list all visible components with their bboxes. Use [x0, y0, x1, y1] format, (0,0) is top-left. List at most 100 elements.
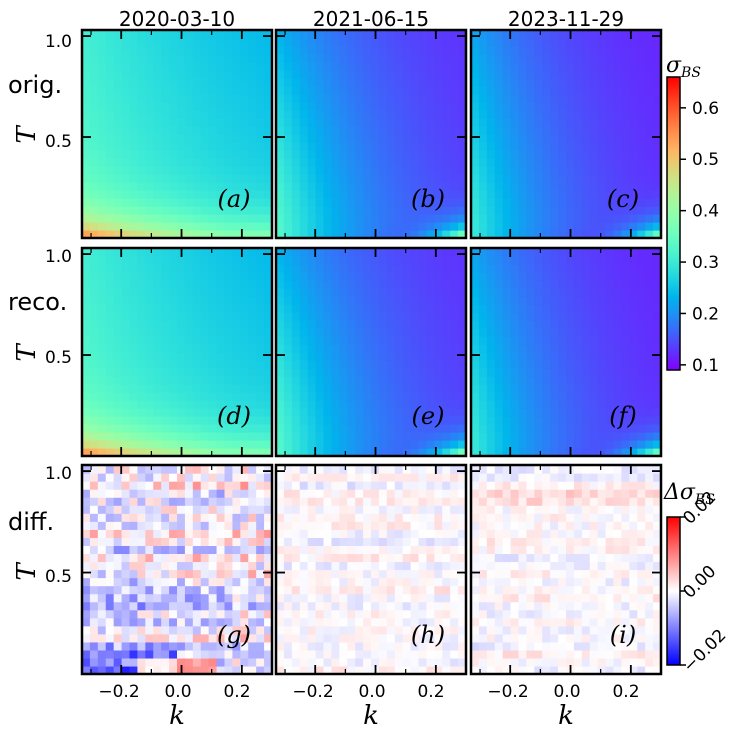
- heatmap-cell: [426, 473, 435, 482]
- heatmap-cell: [558, 280, 567, 289]
- heatmap-cell: [371, 150, 380, 159]
- heatmap-cell: [410, 230, 420, 239]
- heatmap-cell: [378, 320, 388, 329]
- heatmap-cell: [494, 416, 504, 425]
- heatmap-cell: [145, 360, 154, 369]
- heatmap-cell: [605, 360, 615, 369]
- heatmap-cell: [363, 102, 372, 111]
- heatmap-cell: [589, 424, 599, 433]
- heatmap-cell: [605, 118, 615, 127]
- heatmap-cell: [224, 142, 234, 151]
- heatmap-cell: [394, 360, 404, 369]
- heatmap-cell: [232, 214, 241, 223]
- heatmap-cell: [402, 320, 412, 329]
- heatmap-cell: [486, 134, 496, 143]
- heatmap-cell: [161, 617, 170, 627]
- heatmap-cell: [573, 304, 583, 313]
- heatmap-cell: [363, 280, 372, 289]
- heatmap-cell: [276, 400, 285, 409]
- heatmap-cell: [240, 174, 249, 183]
- heatmap-cell: [105, 320, 115, 329]
- heatmap-cell: [526, 118, 535, 127]
- heatmap-cell: [637, 304, 646, 313]
- heatmap-cell: [129, 481, 139, 490]
- heatmap-cell: [371, 569, 380, 579]
- heatmap-cell: [224, 432, 234, 441]
- heatmap-cell: [145, 134, 154, 143]
- heatmap-cell: [371, 633, 380, 643]
- heatmap-cell: [653, 288, 662, 297]
- heatmap-cell: [264, 328, 273, 337]
- heatmap-cell: [573, 288, 583, 297]
- heatmap-cell: [621, 280, 630, 289]
- heatmap-cell: [276, 481, 285, 490]
- heatmap-cell: [573, 352, 583, 361]
- heatmap-cell: [248, 617, 257, 627]
- heatmap-cell: [323, 641, 333, 651]
- heatmap-cell: [518, 198, 528, 207]
- heatmap-cell: [550, 288, 559, 297]
- heatmap-cell: [558, 182, 567, 191]
- heatmap-cell: [458, 320, 467, 329]
- heatmap-cell: [184, 360, 194, 369]
- heatmap-cell: [121, 633, 131, 643]
- heatmap-cell: [200, 94, 210, 103]
- heatmap-cell: [653, 222, 662, 231]
- heatmap-cell: [450, 545, 459, 555]
- heatmap-cell: [200, 62, 210, 71]
- heatmap-cell: [394, 617, 404, 627]
- heatmap-cell: [629, 320, 638, 329]
- heatmap-cell: [502, 352, 512, 361]
- heatmap-cell: [216, 30, 226, 39]
- heatmap-cell: [291, 214, 301, 223]
- heatmap-cell: [394, 158, 404, 167]
- heatmap-cell: [378, 408, 388, 417]
- heatmap-cell: [299, 206, 309, 215]
- heatmap-cell: [224, 158, 234, 167]
- heatmap-cell: [450, 497, 459, 506]
- heatmap-cell: [307, 633, 317, 643]
- heatmap-cell: [89, 102, 99, 111]
- heatmap-cell: [371, 609, 380, 619]
- heatmap-cell: [153, 320, 162, 329]
- heatmap-cell: [184, 561, 194, 571]
- heatmap-cell: [200, 38, 210, 47]
- heatmap-cell: [426, 392, 435, 401]
- heatmap-cell: [276, 521, 285, 530]
- heatmap-cell: [169, 70, 178, 79]
- heatmap-cell: [208, 198, 218, 207]
- heatmap-cell: [184, 38, 194, 47]
- heatmap-cell: [264, 400, 273, 409]
- heatmap-cell: [240, 166, 249, 175]
- heatmap-cell: [494, 344, 504, 353]
- heatmap-cell: [347, 641, 356, 651]
- heatmap-cell: [137, 657, 146, 667]
- heatmap-cell: [169, 166, 178, 175]
- heatmap-cell: [442, 529, 451, 538]
- heatmap-cell: [240, 553, 249, 563]
- heatmap-cell: [264, 70, 273, 79]
- heatmap-cell: [291, 481, 301, 490]
- heatmap-cell: [299, 392, 309, 401]
- heatmap-cell: [589, 432, 599, 441]
- heatmap-cell: [426, 62, 435, 71]
- heatmap-cell: [386, 537, 396, 546]
- heatmap-cell: [581, 102, 591, 111]
- heatmap-cell: [184, 553, 194, 563]
- heatmap-cell: [276, 320, 285, 329]
- heatmap-cell: [597, 102, 607, 111]
- heatmap-cell: [192, 62, 202, 71]
- heatmap-cell: [347, 288, 356, 297]
- heatmap-cell: [471, 432, 480, 441]
- heatmap-cell: [291, 126, 301, 135]
- heatmap-cell: [232, 78, 241, 87]
- heatmap-cell: [323, 537, 333, 546]
- heatmap-cell: [184, 424, 194, 433]
- heatmap-cell: [129, 489, 139, 498]
- heatmap-cell: [394, 529, 404, 538]
- heatmap-cell: [192, 617, 202, 627]
- heatmap-cell: [307, 142, 317, 151]
- heatmap-cell: [283, 312, 293, 321]
- heatmap-cell: [613, 126, 623, 135]
- heatmap-cell: [315, 481, 325, 490]
